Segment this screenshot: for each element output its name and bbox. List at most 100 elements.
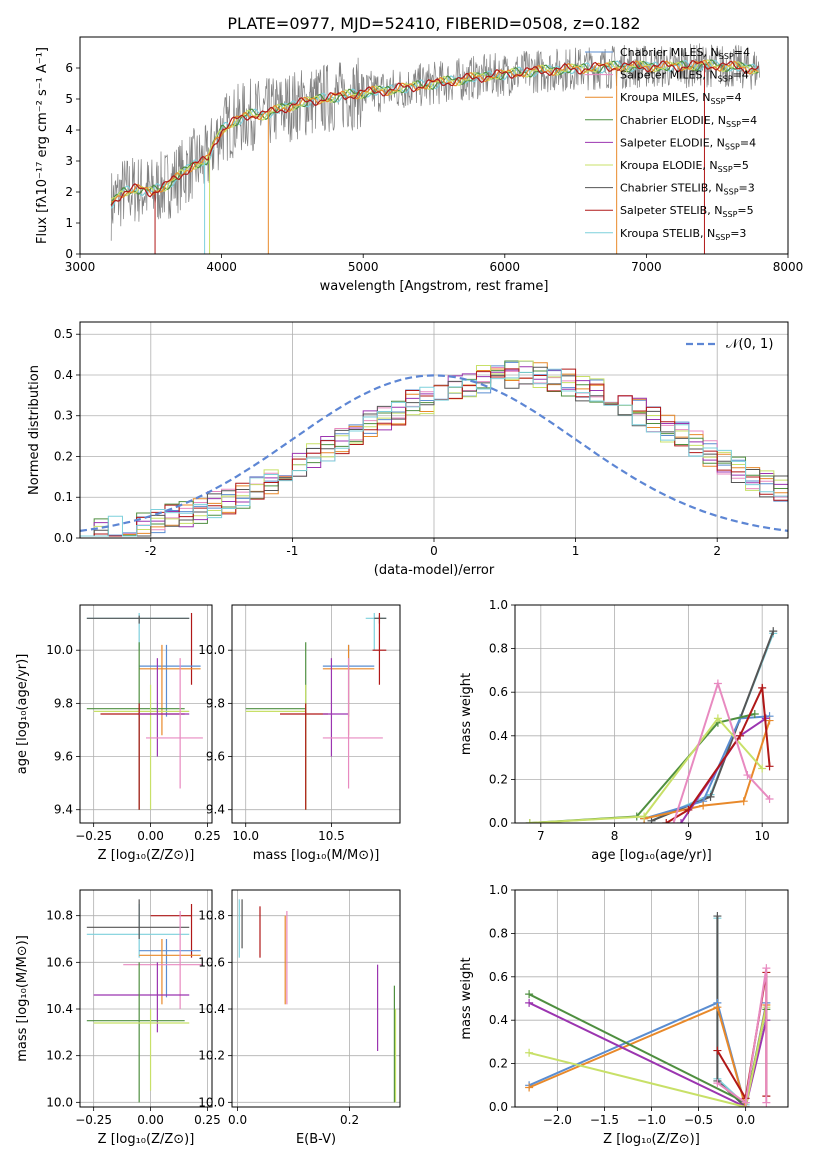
y-tick-label: 0.0 <box>54 531 73 545</box>
data-marker <box>769 627 778 636</box>
axes-frame <box>79 604 213 824</box>
y-tick-label: 9.6 <box>54 750 73 764</box>
data-marker <box>684 805 693 814</box>
legend-entry: Kroupa STELIB, NSSP=3 <box>620 227 746 242</box>
y-tick-label: 0.8 <box>489 642 508 656</box>
axes-frame <box>514 604 789 824</box>
y-tick-label: 0.6 <box>489 970 508 984</box>
data-marker <box>743 771 752 780</box>
y-axis-label: mass weight <box>459 673 474 755</box>
y-tick-label: 1.0 <box>489 883 508 897</box>
data-marker <box>713 1079 722 1088</box>
x-axis-label: (data-model)/error <box>374 563 495 578</box>
y-tick-label: 9.8 <box>206 696 225 710</box>
y-tick-label: 0.0 <box>489 816 508 830</box>
data-marker <box>741 1098 750 1107</box>
axes-frame <box>79 36 789 255</box>
y-axis-label: mass [log₁₀(M/M⊙)] <box>15 935 30 1062</box>
data-marker <box>525 1083 534 1092</box>
age_vs_Z-plot-area <box>86 612 203 810</box>
y-tick-label: 0.3 <box>54 409 73 423</box>
x-tick-label: 10 <box>755 829 770 843</box>
data-marker <box>640 812 649 821</box>
data-marker <box>525 998 534 1007</box>
x-tick-label: 0.0 <box>228 1113 247 1127</box>
axes-frame <box>79 321 789 539</box>
data-marker <box>647 816 656 823</box>
weight-series-line <box>528 1006 768 1107</box>
data-marker <box>762 964 771 973</box>
x-tick-label: −2.0 <box>543 1113 572 1127</box>
x-tick-label: 8000 <box>773 260 804 274</box>
massweight_vs_age-plot-area <box>525 627 778 823</box>
y-tick-label: 0.6 <box>489 685 508 699</box>
x-tick-label: 0.25 <box>194 829 221 843</box>
observed-spectrum-line <box>110 43 761 241</box>
normal-curve-line <box>80 374 788 532</box>
axes-frame <box>231 889 401 1108</box>
y-tick-label: 0.4 <box>489 1013 508 1027</box>
legend-entry: Salpeter ELODIE, NSSP=4 <box>620 136 756 151</box>
y-tick-label: 10.0 <box>46 1095 73 1109</box>
y-tick-label: 0.1 <box>54 490 73 504</box>
axes-frame <box>514 889 789 1108</box>
x-tick-label: 10.5 <box>318 829 345 843</box>
data-marker <box>713 912 722 921</box>
data-marker <box>669 819 678 823</box>
x-tick-label: −1.0 <box>637 1113 666 1127</box>
x-tick-label: 0.0 <box>736 1113 755 1127</box>
x-axis-label: wavelength [Angstrom, rest frame] <box>320 279 549 294</box>
y-tick-label: 0.2 <box>489 1057 508 1071</box>
weight-series-line <box>716 967 768 1105</box>
y-tick-label: 0.4 <box>54 368 73 382</box>
legend-entry: Chabrier ELODIE, NSSP=4 <box>620 114 757 129</box>
model-fit-line <box>110 60 759 206</box>
x-axis-label: Z [log₁₀(Z/Z⊙)] <box>98 1132 195 1147</box>
data-marker <box>713 679 722 688</box>
y-tick-label: 0.5 <box>54 327 73 341</box>
data-marker <box>662 819 671 823</box>
y-tick-label: 0.2 <box>489 772 508 786</box>
x-tick-label: 10.0 <box>232 829 259 843</box>
histogram-step-line <box>80 368 788 537</box>
y-tick-label: 9.8 <box>54 696 73 710</box>
data-marker <box>758 764 767 773</box>
y-tick-label: 6 <box>65 61 73 75</box>
y-tick-label: 1 <box>65 216 73 230</box>
y-axis-label: age [log₁₀(age/yr)] <box>15 654 30 775</box>
x-axis-label: E(B-V) <box>296 1132 336 1147</box>
y-tick-label: 1.0 <box>489 598 508 612</box>
massweight_vs_Z-plot-area <box>525 912 771 1107</box>
y-tick-label: 10.2 <box>46 1049 73 1063</box>
x-tick-label: 2 <box>713 544 721 558</box>
y-tick-label: 10.0 <box>46 643 73 657</box>
y-tick-label: 10.4 <box>46 1002 73 1016</box>
y-tick-label: 10.6 <box>46 955 73 969</box>
age_vs_mass-plot-area <box>245 612 387 810</box>
y-tick-label: 0 <box>65 247 73 261</box>
legend-entry: Chabrier MILES, NSSP=4 <box>620 46 750 61</box>
legend-entry: Salpeter MILES, NSSP=4 <box>620 69 749 84</box>
y-tick-label: 10.0 <box>198 643 225 657</box>
spectrum-title: PLATE=0977, MJD=52410, FIBERID=0508, z=0… <box>227 14 640 33</box>
x-tick-label: −0.5 <box>684 1113 713 1127</box>
mass_vs_EBV-plot-area <box>238 899 397 1103</box>
x-axis-label: age [log₁₀(age/yr)] <box>591 848 712 863</box>
y-tick-label: 10.8 <box>46 909 73 923</box>
y-tick-label: 9.4 <box>206 803 225 817</box>
x-tick-label: 8 <box>611 829 619 843</box>
data-marker <box>706 792 715 801</box>
y-tick-label: 3 <box>65 154 73 168</box>
y-axis-label: mass weight <box>459 957 474 1039</box>
spectrum-plot-area <box>110 43 761 254</box>
x-tick-label: -2 <box>145 544 157 558</box>
data-marker <box>765 795 774 804</box>
y-tick-label: 2 <box>65 185 73 199</box>
x-axis-label: mass [log₁₀(M/M⊙)] <box>253 848 380 863</box>
legend-entry: Kroupa MILES, NSSP=4 <box>620 91 742 106</box>
data-marker <box>713 1003 722 1012</box>
x-tick-label: 4000 <box>206 260 237 274</box>
x-axis-label: Z [log₁₀(Z/Z⊙)] <box>603 1132 700 1147</box>
y-tick-label: 10.8 <box>198 909 225 923</box>
y-axis-label: Normed distribution <box>27 365 42 495</box>
